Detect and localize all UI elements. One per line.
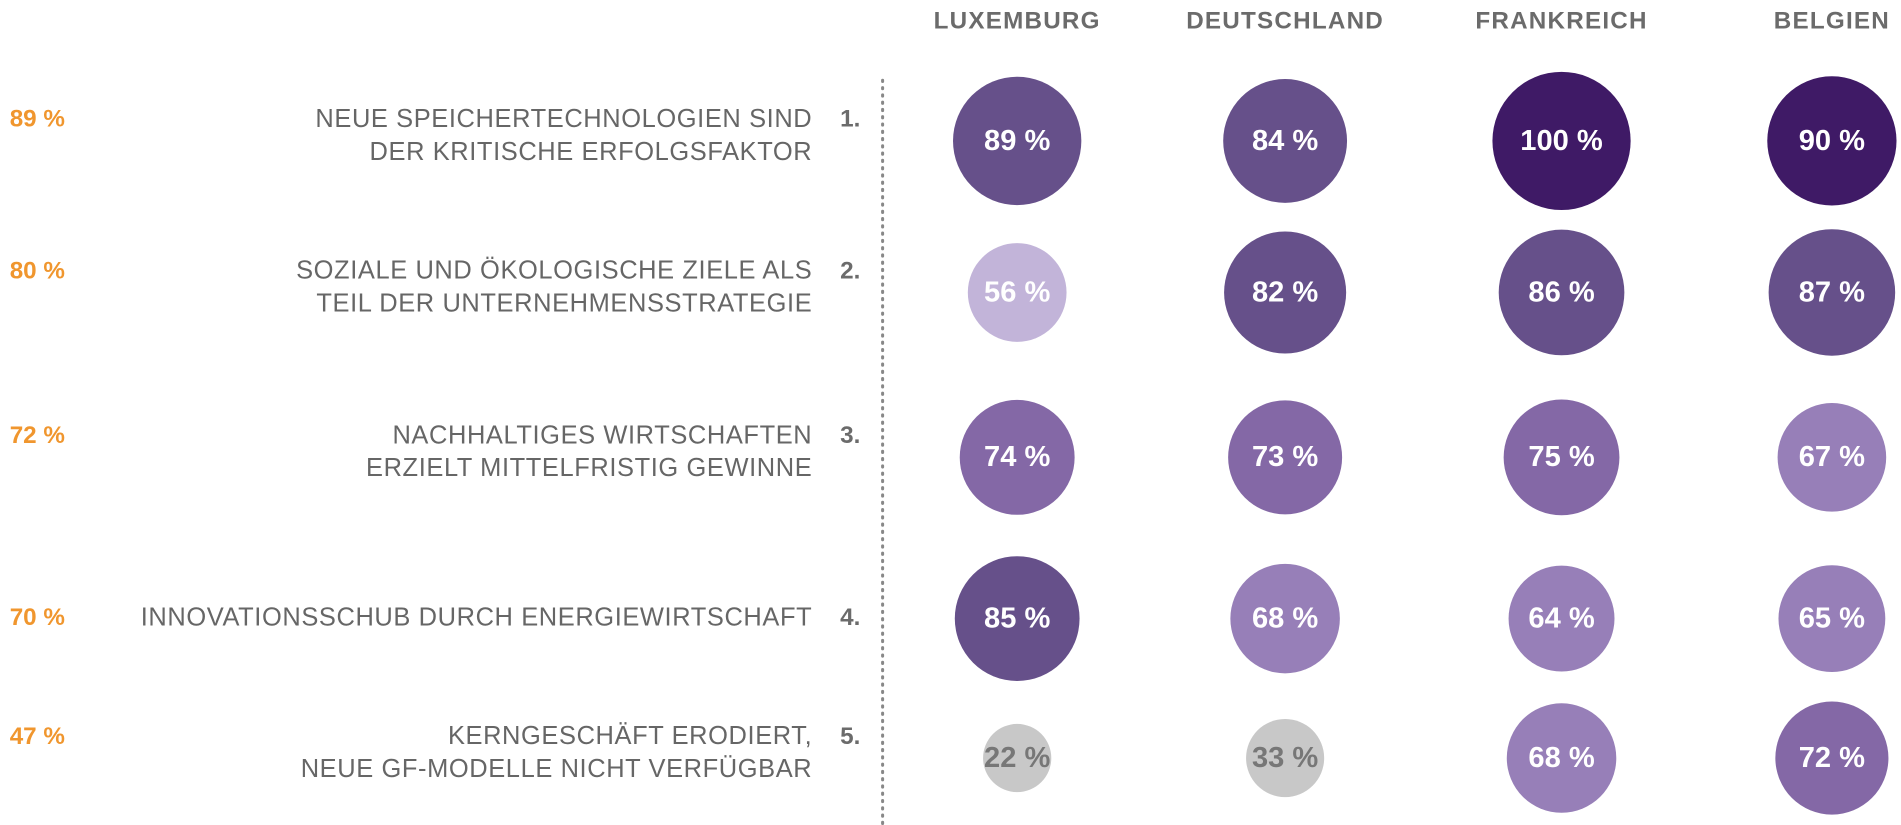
bubble (967, 243, 1067, 342)
row-label: KERNGESCHÄFT ERODIERT, (448, 722, 812, 750)
bubble (1223, 79, 1348, 203)
row-label: NEUE SPEICHERTECHNOLOGIEN SIND (315, 105, 812, 133)
row-label: NACHHALTIGES WIRTSCHAFTEN (392, 421, 812, 449)
value-label: 68 % (1252, 603, 1318, 635)
bubble (983, 723, 1052, 793)
total-label: 47 % (10, 723, 65, 750)
value-label: 90 % (1799, 125, 1865, 157)
bubble (1768, 229, 1896, 356)
value-label: 68 % (1528, 742, 1594, 774)
column-header: DEUTSCHLAND (1186, 8, 1384, 35)
value-label: 64 % (1528, 603, 1594, 635)
bubble (1508, 565, 1615, 672)
bubble (959, 399, 1075, 515)
value-label: 67 % (1799, 441, 1865, 473)
rank: 2. (840, 257, 860, 284)
total-label: 80 % (10, 257, 65, 284)
value-label: 65 % (1799, 603, 1865, 635)
bubble (1492, 71, 1631, 211)
bubble (1506, 703, 1617, 813)
value-label: 74 % (984, 441, 1050, 473)
value-label: 72 % (1799, 742, 1865, 774)
total-label: 70 % (10, 604, 65, 631)
value-label: 82 % (1252, 276, 1318, 308)
value-label: 56 % (984, 276, 1050, 308)
value-label: 100 % (1520, 125, 1603, 157)
bubble (954, 556, 1080, 681)
value-label: 73 % (1252, 441, 1318, 473)
total-label: 89 % (10, 106, 65, 133)
total-label: 72 % (10, 422, 65, 449)
value-label: 86 % (1528, 276, 1594, 308)
row-label: DER KRITISCHE ERFOLGSFAKTOR (370, 138, 813, 166)
bubble (1777, 403, 1887, 512)
value-label: 22 % (984, 742, 1050, 774)
bubble (1767, 76, 1897, 206)
rank: 5. (840, 723, 860, 750)
row-label: TEIL DER UNTERNEHMENSSTRATEGIE (316, 289, 812, 317)
rank: 3. (840, 422, 860, 449)
rank: 1. (840, 106, 860, 133)
value-label: 89 % (984, 125, 1050, 157)
column-header: LUXEMBURG (934, 8, 1101, 35)
row-label: INNOVATIONSSCHUB DURCH ENERGIEWIRTSCHAFT (141, 603, 813, 631)
value-label: 87 % (1799, 276, 1865, 308)
bubble (1503, 399, 1620, 516)
row-label: SOZIALE UND ÖKOLOGISCHE ZIELE ALS (296, 257, 812, 285)
column-header: FRANKREICH (1475, 8, 1647, 35)
value-label: 85 % (984, 603, 1050, 635)
bubble (1228, 400, 1343, 515)
row-label: ERZIELT MITTELFRISTIG GEWINNE (366, 454, 812, 482)
row-label: NEUE GF-MODELLE NICHT VERFÜGBAR (301, 755, 813, 783)
bubble (1775, 701, 1889, 815)
bubble (1778, 565, 1886, 673)
bubble (953, 76, 1082, 206)
value-label: 75 % (1528, 441, 1594, 473)
bubble (1246, 718, 1325, 798)
bubble (1230, 563, 1340, 674)
bubble (1224, 231, 1347, 354)
rank: 4. (840, 604, 860, 631)
bubble (1498, 229, 1625, 356)
column-header: BELGIEN (1774, 8, 1890, 35)
value-label: 33 % (1252, 742, 1318, 774)
value-label: 84 % (1252, 125, 1318, 157)
